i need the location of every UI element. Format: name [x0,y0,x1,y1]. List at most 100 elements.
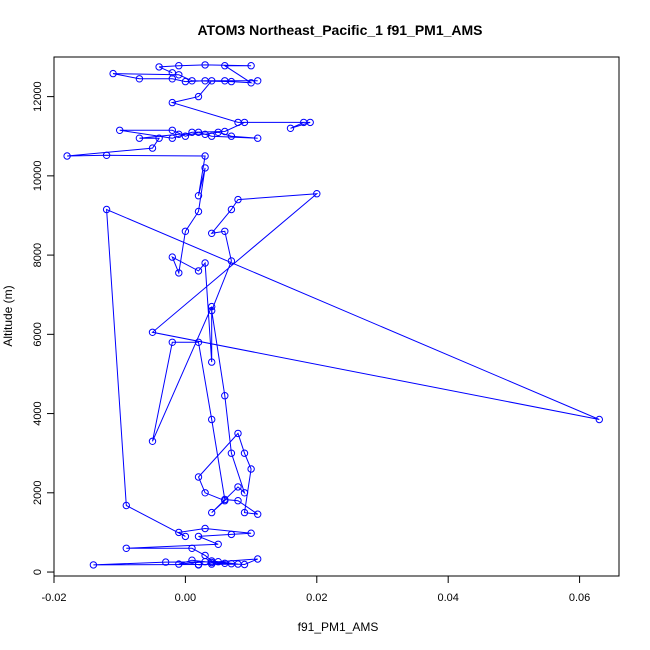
data-point [234,195,242,204]
data-point [595,415,603,424]
data-point [221,495,229,504]
data-point [221,127,229,136]
data-point [194,473,203,481]
data-point [194,532,203,541]
data-point [240,489,249,497]
x-tick-label: 0.04 [437,592,458,604]
data-point [168,338,177,346]
series-layer [63,61,603,569]
data-point [201,524,209,533]
data-point [208,302,216,311]
data-point [208,306,216,315]
y-axis: 0 2000 4000 6000 8000 10000 12000 [32,81,55,575]
x-tick-label: -0.02 [41,592,66,604]
data-point [227,449,236,457]
y-tick-label: 12000 [32,81,44,112]
data-point [313,190,321,198]
data-point [102,151,111,160]
data-point [201,259,209,267]
y-axis-label: Altitude (m) [1,285,15,346]
data-point [181,132,190,140]
data-point [168,134,177,142]
data-point [247,79,255,87]
data-point [188,556,196,564]
data-point [168,126,177,135]
data-point [234,560,242,568]
data-point [214,540,222,548]
data-point [135,134,144,142]
data-point [221,392,229,400]
data-point [227,132,236,140]
series-line [67,64,600,566]
data-point [286,124,295,133]
data-point [122,501,131,510]
data-point [168,253,177,261]
data-point [168,98,177,107]
x-tick-label: 0.02 [306,592,327,604]
data-point [254,77,262,85]
data-point [175,269,183,277]
data-point [194,560,203,569]
data-point [168,69,177,77]
data-point [201,152,209,160]
data-point [116,126,124,135]
data-point [122,544,131,552]
x-tick-label: 0.00 [175,592,196,604]
data-point [135,75,144,83]
data-point [188,544,196,552]
data-point [148,144,157,152]
data-point [194,207,203,216]
data-point [175,61,183,70]
data-point [148,437,157,445]
data-point [148,328,157,336]
data-point [208,132,216,140]
data-point [227,257,236,265]
data-point [201,164,209,172]
data-point [240,449,249,457]
data-point [300,118,308,127]
data-point [201,489,209,497]
data-point [194,92,203,101]
data-point [247,465,255,473]
y-tick-label: 2000 [32,481,44,505]
data-point [234,118,242,127]
x-axis-label: f91_PM1_AMS [298,620,379,634]
data-point [181,532,190,541]
data-point [102,205,111,214]
data-point [175,71,183,79]
data-point [247,61,255,70]
data-point [221,227,229,236]
data-point [221,61,229,70]
data-point [208,557,216,565]
data-point [234,497,242,505]
data-point [208,229,216,238]
data-point [162,558,170,566]
data-point [254,510,262,518]
data-point [89,561,98,569]
data-point [175,560,183,568]
data-point [227,205,236,214]
data-point [201,130,209,139]
data-point [234,429,242,438]
x-tick-label: 0.06 [569,592,590,604]
data-point [181,227,190,236]
x-axis: -0.02 0.00 0.02 0.04 0.06 [41,575,590,604]
y-tick-label: 0 [32,569,44,575]
data-point [254,134,262,142]
y-tick-label: 4000 [32,401,44,425]
data-point [208,358,216,366]
data-point [63,152,71,160]
data-point [155,63,163,71]
data-point [208,508,216,517]
data-point [201,77,209,85]
data-point [227,77,236,86]
data-point [208,415,216,424]
data-point [194,192,203,200]
y-tick-label: 10000 [32,161,44,192]
data-point [194,338,203,346]
data-point [175,130,183,139]
data-point [194,267,203,275]
data-point [175,528,183,537]
chart-title: ATOM3 Northeast_Pacific_1 f91_PM1_AMS [197,22,482,38]
